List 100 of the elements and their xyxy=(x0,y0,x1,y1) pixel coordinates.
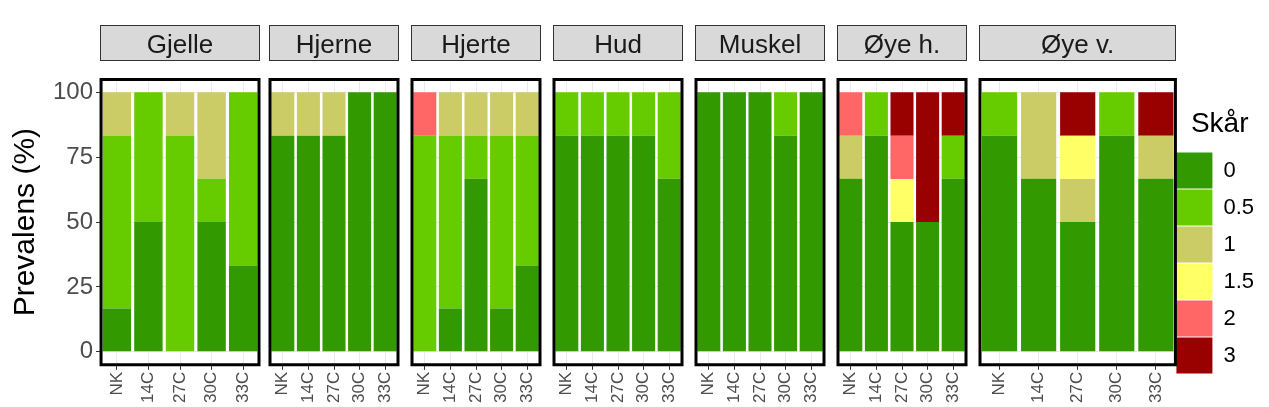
x-tick-label: 27C xyxy=(323,371,343,403)
chart-title: Gjelle xyxy=(100,25,260,61)
bar xyxy=(890,222,914,352)
x-tick-label: 33C xyxy=(658,371,678,403)
bar xyxy=(916,222,940,352)
x-tick-label: 30C xyxy=(917,371,937,403)
bar xyxy=(981,135,1018,352)
bar xyxy=(916,92,940,223)
bar xyxy=(102,92,132,136)
bar xyxy=(941,92,965,136)
x-tick-label: 14C xyxy=(138,371,158,403)
legend-label: 3 xyxy=(1223,341,1236,367)
x-tick-label: 30C xyxy=(201,371,221,403)
chart-title: Muskel xyxy=(695,25,825,61)
chart-title: Hud xyxy=(553,25,683,61)
x-tick-label: 14C xyxy=(1028,371,1048,403)
bar xyxy=(890,179,914,223)
bar xyxy=(464,178,488,352)
x-tick-label: 30C xyxy=(491,371,511,403)
x-tick-label: 33C xyxy=(800,371,820,403)
bar xyxy=(197,222,226,352)
x-tick-label: 14C xyxy=(298,371,318,403)
legend-label: 0.5 xyxy=(1223,193,1255,219)
bar xyxy=(464,92,488,136)
bar xyxy=(515,135,539,266)
bar xyxy=(102,135,132,309)
chart-title: Hjerne xyxy=(269,25,399,61)
chart-title: Hjerte xyxy=(411,25,541,61)
bar xyxy=(165,135,195,352)
legend-label: 0 xyxy=(1223,156,1236,182)
bar xyxy=(1060,179,1096,223)
x-tick-label: 30C xyxy=(633,371,653,403)
x-tick-label: 27C xyxy=(1067,371,1087,403)
bar xyxy=(490,308,514,352)
bar xyxy=(890,135,914,180)
bar xyxy=(413,92,437,136)
y-tick-label: 75 xyxy=(66,141,94,169)
bar xyxy=(1060,92,1096,136)
bar xyxy=(981,92,1018,136)
bar xyxy=(438,92,462,136)
bar xyxy=(1138,178,1174,352)
bar xyxy=(1099,92,1135,136)
bar xyxy=(1021,92,1057,179)
bar xyxy=(490,135,514,309)
bar xyxy=(197,178,226,223)
bar xyxy=(464,135,488,179)
bar xyxy=(839,178,863,352)
bar xyxy=(941,178,965,352)
legend-label: 1 xyxy=(1223,230,1236,256)
bar xyxy=(515,92,539,136)
y-tick-label: 0 xyxy=(79,336,94,364)
bar xyxy=(490,92,514,136)
legend-label: 1.5 xyxy=(1223,267,1255,293)
bar xyxy=(890,92,914,136)
x-tick-label: 33C xyxy=(942,371,962,403)
bar xyxy=(1138,92,1174,136)
x-tick-label: 33C xyxy=(374,371,394,403)
x-tick-label: 27C xyxy=(607,371,627,403)
x-tick-label: 33C xyxy=(1145,371,1165,403)
bar xyxy=(839,92,863,136)
bar xyxy=(1021,178,1057,352)
x-tick-label: NK xyxy=(414,371,434,396)
y-axis-title: Prevalens (%) xyxy=(7,127,41,317)
chart-title: Øye h. xyxy=(837,25,967,61)
x-tick-label: 14C xyxy=(866,371,886,403)
bar xyxy=(1138,135,1174,179)
x-tick-label: 14C xyxy=(724,371,744,403)
bar xyxy=(197,92,226,179)
x-tick-label: 14C xyxy=(440,371,460,403)
x-tick-label: 27C xyxy=(891,371,911,403)
x-tick-label: NK xyxy=(272,371,292,396)
bar xyxy=(165,92,195,136)
bar xyxy=(1060,222,1096,352)
bar xyxy=(134,92,163,223)
y-tick-label: 100 xyxy=(53,77,94,104)
bar xyxy=(228,265,258,352)
x-tick-label: NK xyxy=(698,371,718,396)
bar xyxy=(438,308,462,352)
legend-title: Skår xyxy=(1190,106,1249,138)
bar xyxy=(438,135,462,309)
x-tick-label: 27C xyxy=(169,371,189,403)
bar xyxy=(134,222,163,352)
y-tick-label: 50 xyxy=(66,206,94,234)
x-tick-label: NK xyxy=(556,371,576,396)
bar xyxy=(413,135,437,352)
x-tick-label: 27C xyxy=(749,371,769,403)
bar xyxy=(228,92,258,266)
bar xyxy=(515,265,539,352)
x-tick-label: 30C xyxy=(775,371,795,403)
bar xyxy=(864,92,888,136)
x-tick-label: 30C xyxy=(349,371,369,403)
bar xyxy=(102,308,132,352)
chart-title: Øye v. xyxy=(979,25,1177,61)
bar xyxy=(1099,135,1135,352)
x-tick-label: 27C xyxy=(465,371,485,403)
x-tick-label: NK xyxy=(106,371,126,396)
x-tick-label: NK xyxy=(840,371,860,396)
x-tick-label: NK xyxy=(989,371,1009,396)
x-tick-label: 14C xyxy=(582,371,602,403)
bar xyxy=(839,135,863,179)
